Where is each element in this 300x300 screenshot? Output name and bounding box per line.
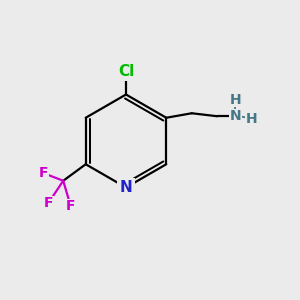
Text: H: H — [230, 93, 241, 107]
Text: N: N — [120, 180, 132, 195]
Text: F: F — [39, 166, 49, 180]
Text: F: F — [66, 199, 76, 213]
Text: H: H — [246, 112, 258, 126]
Text: N: N — [230, 109, 241, 123]
Text: Cl: Cl — [118, 64, 134, 80]
Text: F: F — [44, 196, 53, 210]
